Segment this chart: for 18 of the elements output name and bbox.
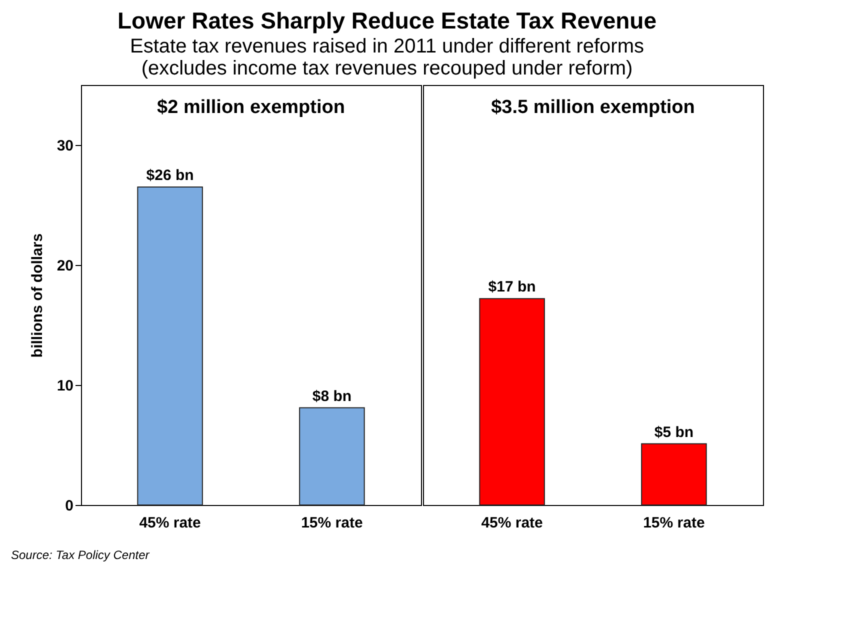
- data-label: $17 bn: [488, 278, 536, 296]
- y-tick-label: 10: [56, 378, 74, 394]
- y-tick-label: 20: [56, 258, 74, 274]
- data-label: $8 bn: [312, 388, 352, 405]
- x-tick-label: 15% rate: [301, 514, 363, 532]
- chart-title: Lower Rates Sharply Reduce Estate Tax Revenue: [118, 8, 656, 34]
- chart-subtitle: Estate tax revenues raised in 2011 under different reforms (excludes income tax revenues recouped under reform): [130, 36, 644, 80]
- source-note: Source: Tax Policy Center: [11, 548, 150, 562]
- x-tick-label: 45% rate: [139, 514, 201, 532]
- annotation: $2 million exemption: [157, 97, 345, 118]
- y-tick-label: 30: [56, 138, 74, 154]
- x-tick-label: 15% rate: [643, 514, 705, 532]
- y-axis-title: billions of dollars: [28, 233, 46, 358]
- data-label: $26 bn: [146, 167, 194, 184]
- data-label: $5 bn: [654, 424, 694, 441]
- annotation: $3.5 million exemption: [491, 97, 695, 118]
- y-tick-label: 0: [65, 498, 74, 514]
- x-tick-label: 45% rate: [481, 514, 543, 532]
